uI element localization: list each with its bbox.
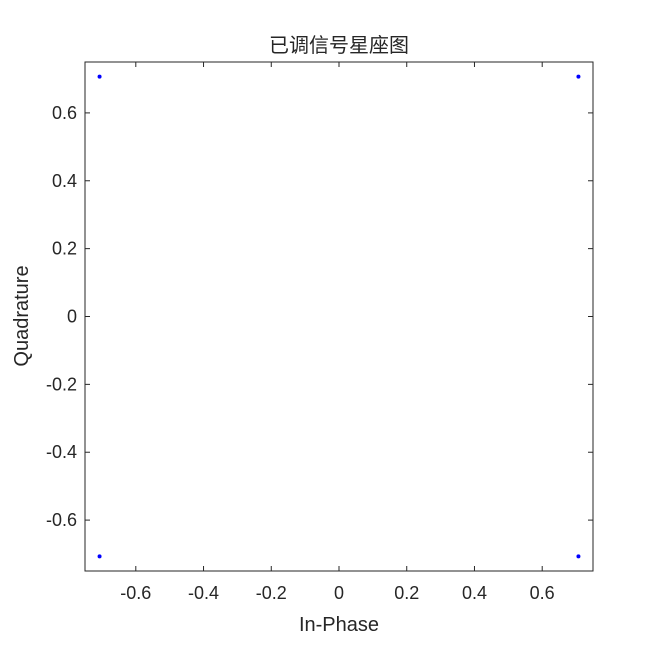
chart-title: 已调信号星座图 <box>269 33 409 57</box>
y-tick-label: -0.6 <box>46 510 77 530</box>
x-tick-label: -0.2 <box>256 583 287 603</box>
x-axis-ticks: -0.6 -0.4 -0.2 0 0.2 0.4 0.6 <box>120 62 555 603</box>
y-tick-label: 0.4 <box>52 171 77 191</box>
x-axis-label: In-Phase <box>299 614 379 636</box>
x-tick-label: -0.4 <box>188 583 219 603</box>
y-tick-label: 0.2 <box>52 239 77 259</box>
constellation-point <box>97 74 102 79</box>
x-tick-label: 0.6 <box>530 583 555 603</box>
data-points <box>97 74 581 559</box>
y-axis-label: Quadrature <box>11 265 33 366</box>
constellation-point <box>576 74 581 79</box>
y-axis-ticks: -0.6 -0.4 -0.2 0 0.2 0.4 0.6 <box>46 103 593 530</box>
x-tick-label: 0.2 <box>394 583 419 603</box>
constellation-point <box>97 554 102 559</box>
x-tick-label: 0.4 <box>462 583 487 603</box>
plot-area <box>84 61 594 572</box>
y-tick-label: -0.2 <box>46 374 77 394</box>
y-tick-label: 0 <box>67 307 77 327</box>
x-tick-label: -0.6 <box>120 583 151 603</box>
x-tick-label: 0 <box>334 583 344 603</box>
y-tick-label: -0.4 <box>46 442 77 462</box>
constellation-point <box>576 554 581 559</box>
y-tick-label: 0.6 <box>52 103 77 123</box>
